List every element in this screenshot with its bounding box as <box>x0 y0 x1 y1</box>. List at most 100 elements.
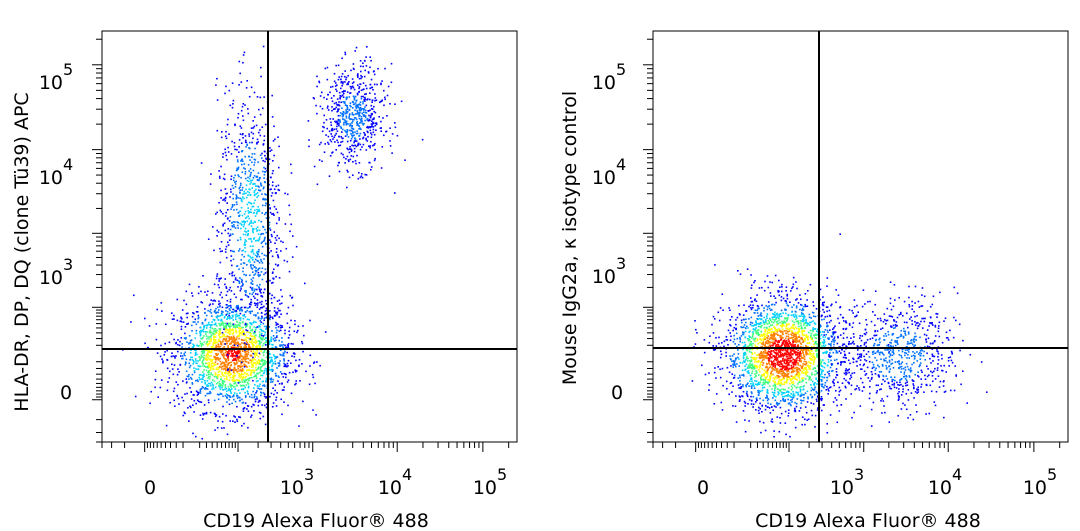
event-point <box>254 147 256 150</box>
event-point <box>799 308 801 311</box>
event-point <box>235 331 238 334</box>
event-point <box>237 160 239 163</box>
event-point <box>221 319 223 321</box>
event-point <box>344 162 346 164</box>
event-point <box>224 335 227 338</box>
event-point <box>240 332 242 334</box>
event-point <box>358 127 361 130</box>
event-point <box>231 323 234 326</box>
event-point <box>268 204 271 206</box>
event-point <box>234 368 236 370</box>
event-point <box>774 340 776 342</box>
event-point <box>374 122 377 125</box>
event-point <box>169 401 171 404</box>
event-point <box>265 379 267 381</box>
event-point <box>239 319 242 321</box>
event-point <box>221 341 224 343</box>
event-point <box>229 383 231 385</box>
event-point <box>708 372 710 374</box>
event-point <box>225 256 228 259</box>
event-point <box>777 334 779 336</box>
event-point <box>244 239 247 241</box>
event-point <box>275 327 277 329</box>
event-point <box>218 322 220 325</box>
event-point <box>278 299 281 302</box>
event-point <box>232 258 235 261</box>
event-point <box>165 323 167 326</box>
event-point <box>175 355 177 357</box>
event-point <box>241 355 244 357</box>
event-point <box>252 177 255 179</box>
event-point <box>239 197 241 200</box>
event-point <box>263 139 265 142</box>
event-point <box>226 322 228 325</box>
event-point <box>318 81 321 84</box>
event-point <box>809 351 811 354</box>
event-point <box>337 108 339 111</box>
event-point <box>357 76 359 78</box>
event-point <box>759 326 761 328</box>
event-point <box>240 388 243 391</box>
event-point <box>254 383 256 386</box>
event-point <box>252 231 254 234</box>
event-point <box>234 382 237 385</box>
event-point <box>242 317 245 320</box>
event-point <box>256 299 259 301</box>
event-point <box>250 350 252 352</box>
event-point <box>751 380 753 383</box>
event-point <box>243 342 246 344</box>
event-point <box>799 357 801 360</box>
event-point <box>357 74 359 77</box>
event-point <box>227 146 229 149</box>
event-point <box>221 349 224 352</box>
event-point <box>777 343 780 346</box>
event-point <box>748 338 750 340</box>
event-point <box>213 330 215 333</box>
event-point <box>216 374 219 377</box>
event-point <box>228 220 231 222</box>
event-point <box>378 116 380 118</box>
event-point <box>828 309 831 312</box>
event-point <box>831 303 833 306</box>
event-point <box>850 376 853 379</box>
event-point <box>173 318 175 320</box>
event-point <box>342 153 344 156</box>
event-point <box>358 117 361 120</box>
event-point <box>354 50 356 52</box>
event-point <box>247 386 250 389</box>
event-point <box>367 120 370 122</box>
event-point <box>252 360 254 362</box>
event-point <box>367 71 370 73</box>
event-point <box>237 227 239 229</box>
event-point <box>195 362 197 364</box>
event-point <box>236 420 239 423</box>
event-point <box>274 360 276 363</box>
event-point <box>239 325 241 327</box>
event-point <box>336 130 339 132</box>
event-point <box>256 350 258 352</box>
event-point <box>220 393 223 395</box>
event-point <box>230 361 232 364</box>
event-point <box>757 381 760 384</box>
event-point <box>337 104 339 107</box>
event-point <box>359 121 362 124</box>
event-point <box>272 212 275 215</box>
event-point <box>229 420 231 422</box>
event-point <box>827 393 829 395</box>
event-point <box>248 141 251 144</box>
event-point <box>257 172 260 174</box>
event-point <box>199 365 201 368</box>
event-point <box>767 301 770 303</box>
event-point <box>793 385 796 387</box>
event-point <box>783 377 786 380</box>
event-point <box>201 321 204 324</box>
event-point <box>269 318 271 321</box>
event-point <box>201 322 204 325</box>
event-point <box>222 323 224 326</box>
event-point <box>241 279 243 282</box>
event-point <box>207 357 210 359</box>
event-point <box>243 350 246 352</box>
event-point <box>200 344 203 346</box>
event-point <box>223 317 226 319</box>
event-point <box>752 304 754 307</box>
